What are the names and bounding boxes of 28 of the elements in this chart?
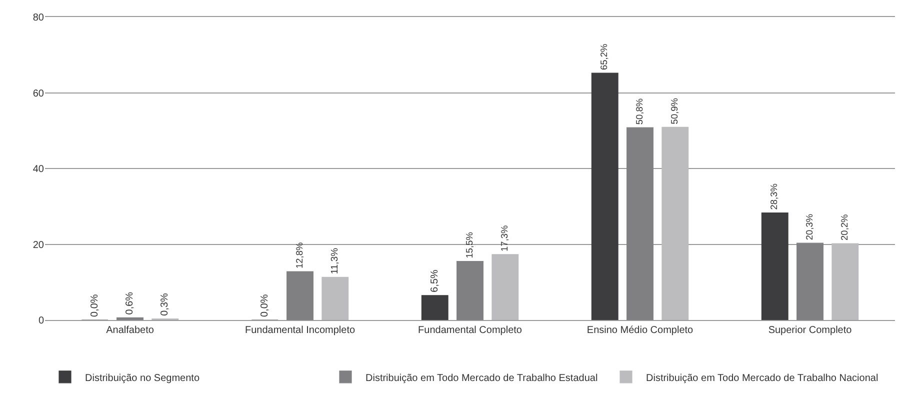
x-tick-label: Ensino Médio Completo <box>586 325 694 336</box>
data-label: 0,0% <box>89 294 100 317</box>
data-label: 20,2% <box>839 214 850 240</box>
data-label: 6,5% <box>429 269 440 292</box>
data-label: 50,8% <box>634 98 644 125</box>
legend-label: Distribuição no Segmento <box>85 372 200 384</box>
data-label: 20,3% <box>804 214 814 240</box>
data-label: 0,3% <box>160 292 171 316</box>
y-tick-label: 20 <box>32 240 44 251</box>
data-label: 12,8% <box>294 242 304 269</box>
y-tick-label: 60 <box>32 88 44 100</box>
x-tick-label: Fundamental Completo <box>418 325 522 336</box>
y-tick-label: 80 <box>32 12 44 24</box>
data-label: 11,3% <box>330 247 341 274</box>
data-label: 0,6% <box>124 292 136 315</box>
y-tick-label: 40 <box>32 164 44 175</box>
y-tick-label: 0 <box>38 316 44 326</box>
data-label: 28,3% <box>769 184 780 210</box>
x-tick-label: Analfabeto <box>106 325 154 336</box>
data-label: 50,9% <box>669 98 680 124</box>
legend-label: Distribuição em Todo Mercado de Trabalho Estadual <box>366 372 598 384</box>
x-tick-label: Superior Completo <box>768 325 852 336</box>
data-label: 15,5% <box>464 232 474 258</box>
x-tick-label: Fundamental Incompleto <box>244 325 356 336</box>
data-label: 65,2% <box>599 44 610 70</box>
legend-label: Distribuição em Todo Mercado de Trabalho Nacional <box>646 372 878 384</box>
data-label: 0,0% <box>259 294 270 317</box>
data-label: 17,3% <box>499 225 510 252</box>
